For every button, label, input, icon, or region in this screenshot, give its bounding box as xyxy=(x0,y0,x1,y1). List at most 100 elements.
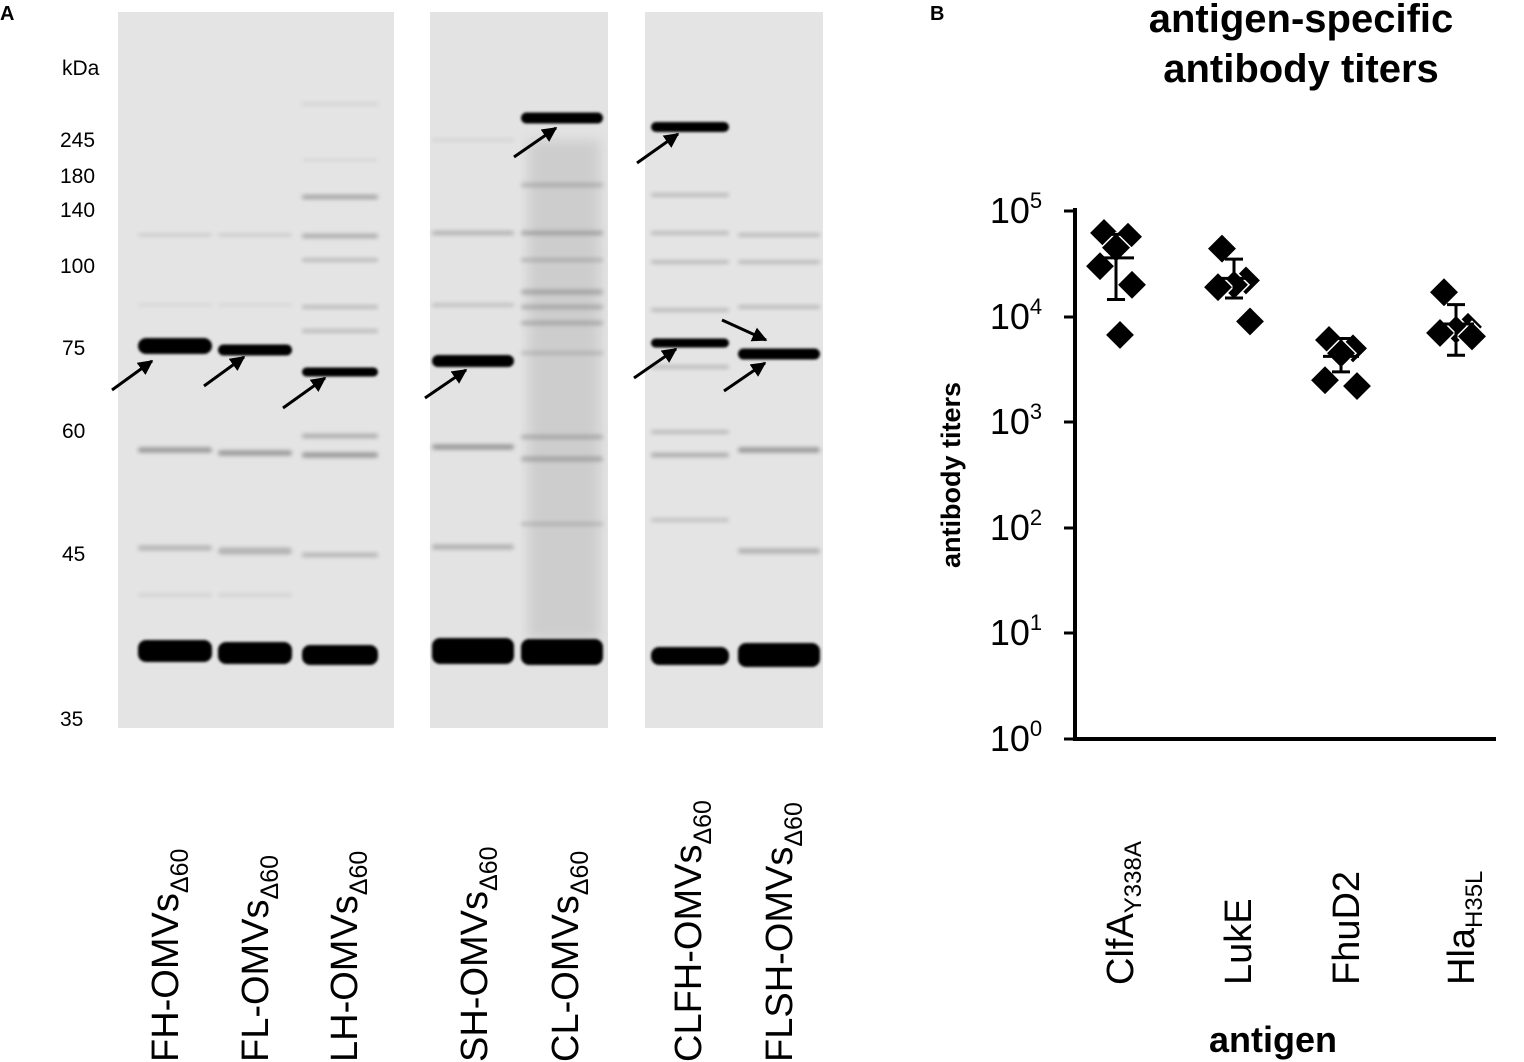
gel-band xyxy=(651,647,729,665)
gel-band xyxy=(651,338,729,348)
data-point xyxy=(1340,369,1374,403)
gel-band xyxy=(521,639,603,665)
gel-band xyxy=(302,434,378,438)
gel-band xyxy=(218,450,292,456)
gel-band xyxy=(521,435,603,439)
gel-band xyxy=(302,103,378,105)
gel-band xyxy=(651,430,729,434)
gel-band xyxy=(432,303,514,307)
gel-band xyxy=(218,234,292,236)
gel-slab-3 xyxy=(645,12,823,728)
gel-band xyxy=(432,355,514,367)
panel-a: A kDa 245 180 140 100 75 60 45 35 xyxy=(0,3,823,1062)
lane-label-cl: CL-OMVsΔ60 xyxy=(545,851,594,1062)
mw-marker-label: 45 xyxy=(62,543,85,566)
gel-band xyxy=(651,518,729,522)
mw-marker-label: 60 xyxy=(62,420,85,443)
gel-band xyxy=(138,447,212,453)
data-point xyxy=(1308,364,1342,397)
gel-band xyxy=(738,348,820,360)
gel-band xyxy=(651,453,729,457)
y-ticks xyxy=(1064,209,1075,741)
lane-label-flsh: FLSH-OMVsΔ60 xyxy=(759,802,808,1062)
y-tick-label: 101 xyxy=(990,610,1042,653)
y-tick-label: 103 xyxy=(990,399,1042,442)
band-arrow xyxy=(203,355,246,388)
gel-band xyxy=(218,642,292,664)
band-arrow xyxy=(424,368,468,400)
gel-band xyxy=(738,548,820,554)
gel-band xyxy=(302,367,378,377)
gel-band xyxy=(521,351,603,355)
data-point xyxy=(1115,268,1149,301)
panel-b-letter: B xyxy=(930,3,944,25)
band-arrow xyxy=(636,132,680,165)
y-axis-title: antibody titers xyxy=(936,382,966,568)
gel-band xyxy=(138,545,212,551)
mw-unit-label: kDa xyxy=(62,57,100,80)
x-category-label-hla: HlaH35L xyxy=(1441,871,1488,985)
data-point xyxy=(1205,232,1239,265)
gel-band xyxy=(521,258,603,262)
lane-label-fh: FH-OMVsΔ60 xyxy=(145,849,194,1062)
panel-a-letter: A xyxy=(0,3,14,25)
gel-band xyxy=(738,447,820,453)
y-tick-label: 105 xyxy=(990,188,1042,231)
cl-lane-smear xyxy=(528,140,600,640)
y-tick-label: 102 xyxy=(990,505,1042,548)
lane-labels: FH-OMVsΔ60 FL-OMVsΔ60 LH-OMVsΔ60 SH-OMVs… xyxy=(145,800,808,1062)
gel-band xyxy=(521,522,603,526)
gel-band xyxy=(218,593,292,597)
gel-band xyxy=(521,289,603,295)
gel-band xyxy=(302,329,378,333)
gel-band xyxy=(651,231,729,235)
data-point xyxy=(1103,318,1137,352)
chart-title-line-1: antigen-specific xyxy=(1149,0,1454,41)
band-arrow xyxy=(723,361,767,393)
gel-band xyxy=(521,112,603,124)
mw-marker-label: 180 xyxy=(60,165,95,188)
gel-band xyxy=(521,231,603,235)
x-axis-title: antigen xyxy=(1209,1019,1337,1060)
gel-band xyxy=(738,643,820,667)
y-tick-label: 100 xyxy=(990,716,1042,759)
gel-band xyxy=(432,139,514,141)
gel-band xyxy=(218,344,292,356)
band-arrow xyxy=(633,347,678,380)
gel-band xyxy=(138,304,212,306)
gel-band xyxy=(218,304,292,306)
lane-label-fl: FL-OMVsΔ60 xyxy=(235,855,284,1062)
gel-band xyxy=(521,305,603,309)
gel-band xyxy=(302,195,378,199)
gel-band xyxy=(432,231,514,235)
gel-band xyxy=(432,638,514,664)
gel-band xyxy=(521,321,603,325)
mw-marker-label: 75 xyxy=(62,337,85,360)
chart-title-line-2: antibody titers xyxy=(1163,47,1439,91)
gel-band xyxy=(738,305,820,309)
gel-band xyxy=(302,452,378,458)
panel-b: B antigen-specific antibody titers antib… xyxy=(930,0,1496,1060)
lane-label-clfh: CLFH-OMVsΔ60 xyxy=(668,800,717,1062)
gel-band xyxy=(218,547,292,555)
gel-band xyxy=(651,308,729,312)
data-point xyxy=(1427,276,1461,309)
gel-band xyxy=(521,183,603,187)
gel-band xyxy=(138,338,212,354)
gel-bands xyxy=(138,103,820,667)
mw-marker-label: 35 xyxy=(60,708,83,731)
gel-band xyxy=(738,260,820,264)
gel-band xyxy=(302,645,378,665)
data-point xyxy=(1455,320,1489,353)
mw-marker-label: 140 xyxy=(60,199,95,222)
gel-band xyxy=(651,365,729,369)
gel-band xyxy=(302,305,378,309)
x-category-label-fhud2: FhuD2 xyxy=(1326,871,1368,985)
x-category-label-clfa: ClfAY338A xyxy=(1100,841,1147,985)
gel-band xyxy=(521,456,603,462)
gel-band xyxy=(302,159,378,161)
data-point xyxy=(1233,305,1267,338)
band-arrow xyxy=(111,359,154,392)
gel-band xyxy=(651,122,729,132)
gel-band xyxy=(432,444,514,450)
